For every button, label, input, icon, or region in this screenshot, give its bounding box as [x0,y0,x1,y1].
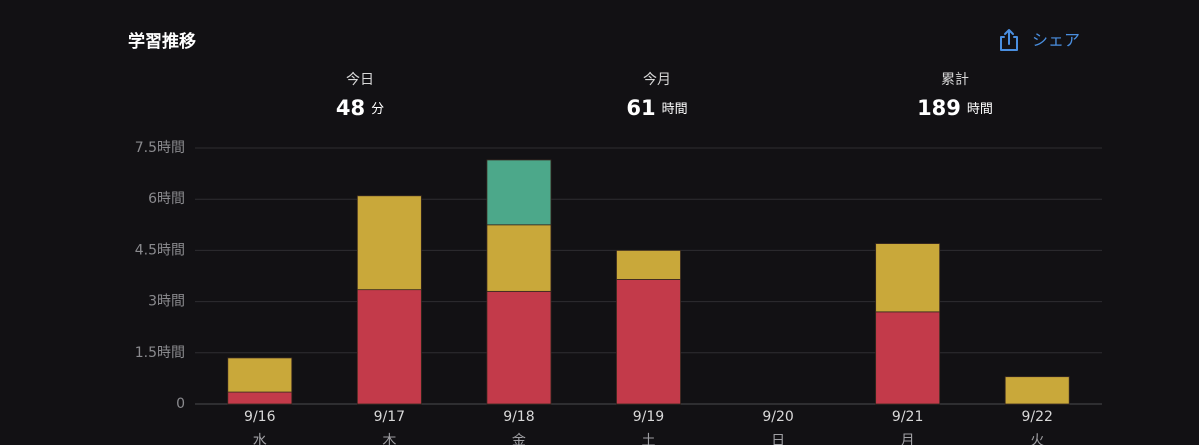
x-tick-label: 9/19 [633,409,664,425]
x-weekday-label: 月 [901,433,915,445]
bar-segment [616,279,681,405]
chart: 0 1.5時間 3時間 4.5時間 6時間 7.5時間 9/16 水 9/17 木 9/18 金 9/1… [135,140,1102,445]
stat-label: 今月 [643,72,671,88]
y-tick-label: 7.5時間 [135,140,185,156]
bar-segment [356,289,422,405]
x-tick-label: 9/16 [244,409,276,425]
stat-value-line: 61 時間 [626,96,687,120]
share-button[interactable]: シェア [1000,29,1080,51]
x-weekday-label: 火 [1030,433,1044,445]
y-tick-label: 1.5時間 [135,345,185,361]
y-tick-label: 4.5時間 [135,242,185,258]
stat-unit: 時間 [662,102,688,117]
x-weekday-label: 水 [253,433,267,445]
stat-label: 累計 [941,72,969,88]
x-tick-label: 9/21 [892,409,923,425]
stat-value: 189 [917,96,961,120]
stat-label: 今日 [346,72,374,88]
y-tick-label: 6時間 [148,191,185,207]
stat-unit: 分 [371,102,384,117]
bar-segment [227,391,293,405]
bar-segment [486,290,552,405]
x-tick-label: 9/17 [374,409,405,425]
x-weekday-label: 金 [512,433,526,445]
stat-unit: 時間 [967,102,993,117]
x-tick-label: 9/22 [1021,409,1052,425]
stat-value-line: 189 時間 [917,96,993,120]
y-tick-label: 3時間 [148,294,185,310]
x-weekday-label: 日 [771,433,785,445]
bar-segment [486,224,552,292]
x-tick-label: 9/20 [762,409,793,425]
stats: 今日 48 分 今月 61 時間 累計 189 時間 [336,72,993,120]
bar-segment [616,249,681,280]
section-title: 学習推移 [128,31,196,52]
bar-segment [875,311,941,405]
x-weekday-label: 土 [642,433,656,445]
stat-value: 61 [626,96,655,120]
bar-segment [875,243,941,313]
share-icon [1000,29,1018,51]
bar-segment [1004,376,1070,405]
bar-segment [356,195,422,291]
bar-segment [486,159,552,226]
stat-value: 48 [336,96,365,120]
stat-value-line: 48 分 [336,96,384,120]
share-label: シェア [1032,31,1080,50]
x-weekday-label: 木 [382,433,396,445]
x-tick-label: 9/18 [503,409,534,425]
bar-segment [227,357,293,393]
y-tick-label: 0 [176,396,185,412]
